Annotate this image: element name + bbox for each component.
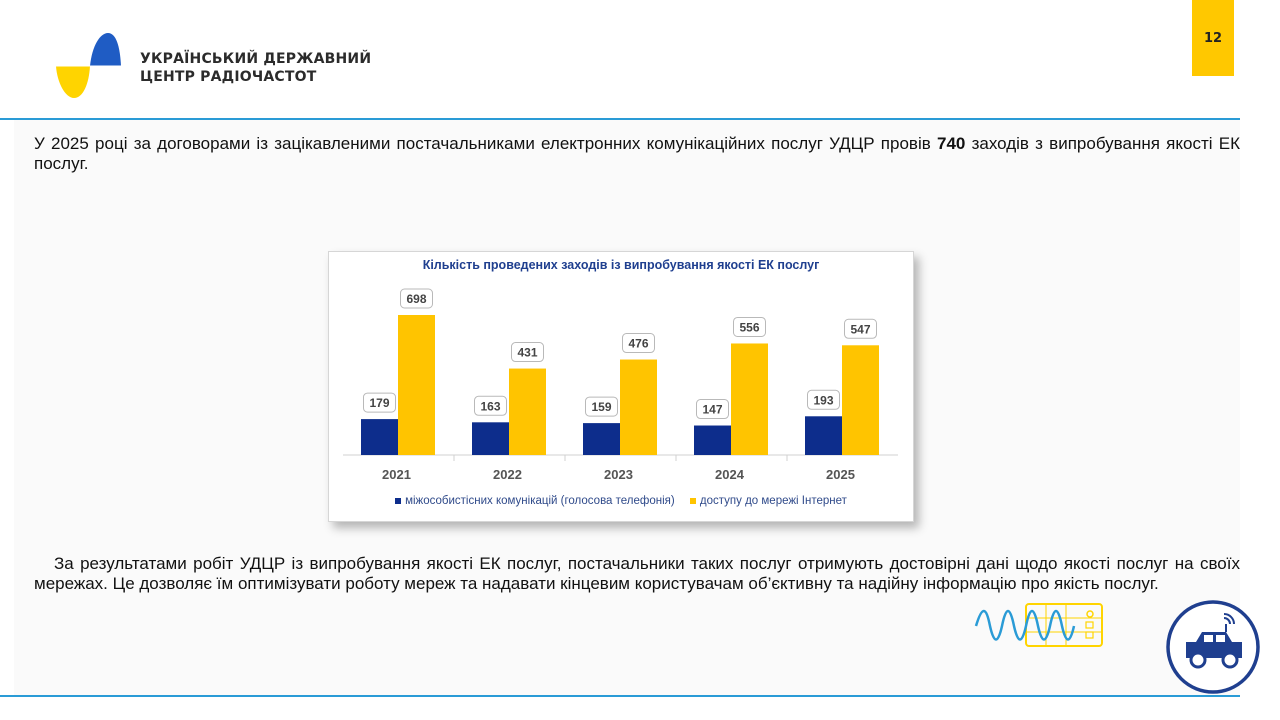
bar-internet-2021 bbox=[398, 315, 435, 455]
legend-item-voice: міжособистісних комунікацій (голосова те… bbox=[395, 495, 675, 507]
data-label-internet-2022: 431 bbox=[517, 346, 537, 360]
data-label-box bbox=[733, 316, 766, 337]
bar-internet-2022 bbox=[509, 368, 546, 455]
bar-chart-card: Кількість проведених заходів із випробув… bbox=[328, 251, 914, 522]
x-tick-label-2021: 2021 bbox=[382, 467, 411, 482]
chart-legend: міжособистісних комунікацій (голосова те… bbox=[329, 495, 913, 507]
data-label-box bbox=[807, 389, 840, 410]
data-label-box bbox=[696, 399, 729, 420]
intro-paragraph: У 2025 році за договорами із зацікавлени… bbox=[34, 134, 1240, 174]
intro-bold-number: 740 bbox=[936, 134, 966, 153]
bar-voice-2025 bbox=[805, 416, 842, 455]
bar-internet-2025 bbox=[842, 345, 879, 455]
legend-label-internet: доступу до мережі Інтернет bbox=[699, 495, 847, 507]
bar-voice-2024 bbox=[694, 425, 731, 455]
bar-internet-2023 bbox=[620, 359, 657, 455]
bar-chart: Кількість проведених заходів із випробув… bbox=[343, 258, 898, 482]
data-label-internet-2023: 476 bbox=[628, 337, 648, 351]
header-divider bbox=[0, 118, 1240, 120]
data-label-voice-2023: 159 bbox=[591, 400, 611, 414]
data-label-box bbox=[585, 396, 618, 417]
data-label-internet-2024: 556 bbox=[739, 320, 759, 334]
bar-internet-2024 bbox=[731, 343, 768, 455]
legend-swatch-voice bbox=[395, 497, 402, 504]
measurement-car-icon bbox=[1166, 600, 1260, 694]
x-tick-label-2023: 2023 bbox=[604, 467, 633, 482]
signal-wave-icon bbox=[974, 603, 1103, 647]
organization-name-line2: ЦЕНТР РАДІОЧАСТОТ bbox=[140, 69, 317, 85]
data-label-box bbox=[511, 342, 544, 363]
page-number: 12 bbox=[1192, 0, 1234, 76]
x-tick-label-2024: 2024 bbox=[715, 467, 745, 482]
data-label-internet-2021: 698 bbox=[406, 292, 426, 306]
chart-title: Кількість проведених заходів із випробув… bbox=[423, 258, 820, 272]
legend-item-internet: доступу до мережі Інтернет bbox=[689, 495, 847, 507]
data-label-box bbox=[474, 395, 507, 416]
data-label-box bbox=[844, 318, 877, 339]
x-tick-label-2025: 2025 bbox=[826, 467, 855, 482]
bar-voice-2022 bbox=[472, 422, 509, 455]
data-label-box bbox=[400, 288, 433, 309]
data-label-voice-2024: 147 bbox=[702, 403, 722, 417]
data-label-voice-2022: 163 bbox=[480, 399, 500, 413]
data-label-internet-2025: 547 bbox=[850, 322, 870, 336]
data-label-box bbox=[622, 333, 655, 354]
legend-label-voice: міжособистісних комунікацій (голосова те… bbox=[405, 495, 675, 507]
footer-divider bbox=[0, 695, 1240, 697]
intro-text-after: заходів з випробування якості ЕК послуг. bbox=[34, 134, 1240, 173]
legend-swatch-internet bbox=[689, 497, 696, 504]
bar-voice-2021 bbox=[361, 419, 398, 455]
bar-voice-2023 bbox=[583, 423, 620, 455]
data-label-voice-2021: 179 bbox=[369, 396, 389, 410]
organization-name-line1: УКРАЇНСЬКИЙ ДЕРЖАВНИЙ bbox=[140, 51, 372, 67]
x-tick-label-2022: 2022 bbox=[493, 467, 522, 482]
data-label-box bbox=[363, 392, 396, 413]
organization-name: УКРАЇНСЬКИЙ ДЕРЖАВНИЙ ЦЕНТР РАДІОЧАСТОТ bbox=[140, 50, 371, 86]
conclusion-paragraph: За результатами робіт УДЦР із випробуван… bbox=[34, 554, 1240, 593]
intro-text-before: У 2025 році за договорами із зацікавлени… bbox=[34, 134, 937, 153]
data-label-voice-2025: 193 bbox=[813, 393, 833, 407]
udcr-logo-icon bbox=[56, 33, 121, 98]
